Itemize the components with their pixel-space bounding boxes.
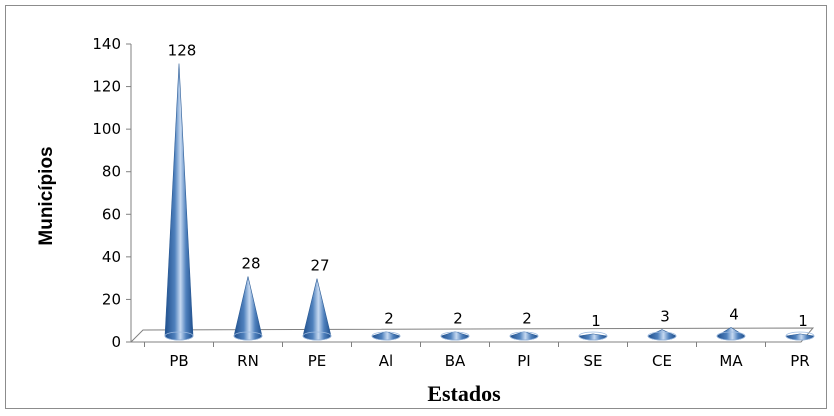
labels: 0 20 40 60 80 100 120 140 128 PB 28 RN 27 PE 2 Al 2 BA 2 PI… <box>92 35 809 370</box>
y-tick-label: 100 <box>92 120 121 138</box>
axes <box>126 43 801 347</box>
data-label: 28 <box>241 254 260 272</box>
bar-PB <box>164 63 194 341</box>
x-axis-title: Estados <box>427 381 501 406</box>
bar-PI <box>509 331 539 341</box>
data-label: 1 <box>591 312 601 330</box>
bar-base <box>647 331 677 341</box>
data-label: 128 <box>168 42 197 60</box>
x-tick-label: CE <box>652 352 672 370</box>
x-tick-label: RN <box>237 352 259 370</box>
bar-cone <box>233 276 263 341</box>
bar-SE <box>578 331 608 341</box>
bar-MA <box>716 327 746 341</box>
y-tick-label: 60 <box>102 205 121 223</box>
data-label: 27 <box>310 257 329 275</box>
bar-cone <box>302 278 332 341</box>
x-tick-label: BA <box>445 352 466 370</box>
data-label: 4 <box>729 305 739 323</box>
bar-base <box>164 331 194 341</box>
chart-frame: 0 20 40 60 80 100 120 140 128 PB 28 RN 27 PE 2 Al 2 BA 2 PI… <box>5 5 827 409</box>
floor-plane <box>129 327 815 343</box>
bar-RN <box>233 276 263 341</box>
bar-base <box>302 331 332 341</box>
chart: 0 20 40 60 80 100 120 140 128 PB 28 RN 27 PE 2 Al 2 BA 2 PI… <box>36 35 815 406</box>
y-tick-label: 0 <box>111 333 121 351</box>
x-tick-label: PE <box>308 352 327 370</box>
data-label: 2 <box>384 310 394 328</box>
bar-cone <box>164 63 194 341</box>
y-tick-label: 40 <box>102 248 121 266</box>
x-tick-label: Al <box>379 352 393 370</box>
bar-base <box>440 331 470 341</box>
bar-PR <box>785 331 815 341</box>
bars <box>164 63 815 341</box>
x-tick-label: PR <box>790 352 809 370</box>
y-tick-label: 80 <box>102 163 121 181</box>
bar-base <box>509 331 539 341</box>
x-tick-label: MA <box>719 352 743 370</box>
bar-base <box>785 331 815 341</box>
y-tick-label: 20 <box>102 290 121 308</box>
bar-base <box>371 331 401 341</box>
data-label: 1 <box>798 312 808 330</box>
bar-base <box>233 331 263 341</box>
bar-base <box>716 331 746 341</box>
data-label: 2 <box>522 310 532 328</box>
bar-Al <box>371 331 401 341</box>
x-tick-label: PI <box>517 352 530 370</box>
y-tick-label: 140 <box>92 35 121 53</box>
x-tick-label: PB <box>169 352 188 370</box>
data-label: 3 <box>660 308 670 326</box>
data-label: 2 <box>453 310 463 328</box>
bar-CE <box>647 329 677 341</box>
y-tick-label: 120 <box>92 78 121 96</box>
x-tick-label: SE <box>584 352 603 370</box>
bar-base <box>578 331 608 341</box>
bar-BA <box>440 331 470 341</box>
bar-PE <box>302 278 332 341</box>
chart-floor <box>129 327 815 343</box>
y-axis-title: Municípios <box>36 146 57 245</box>
